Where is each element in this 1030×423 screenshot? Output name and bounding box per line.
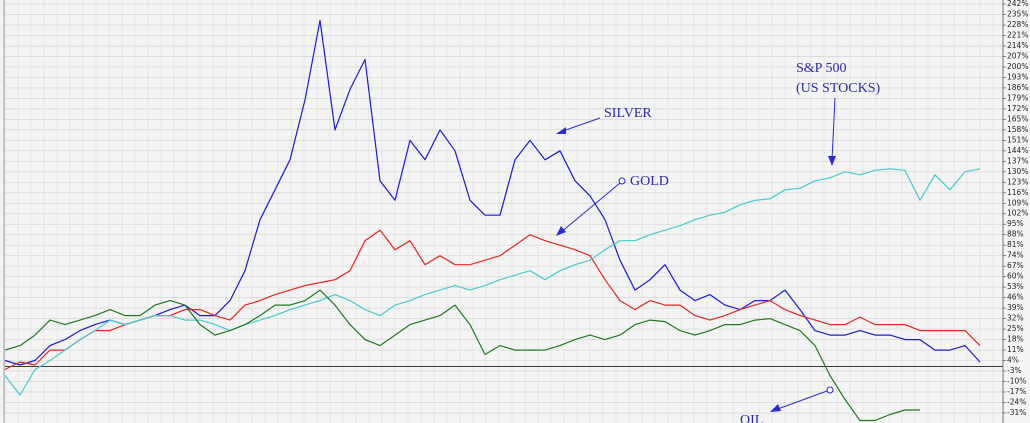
y-tick-label: 242% [1007,0,1028,8]
y-tick-label: 137% [1007,156,1028,165]
y-tick-label: -3% [1007,366,1022,375]
y-tick-label: 95% [1007,219,1024,228]
annotation: GOLD [630,174,669,189]
y-tick-label: 179% [1007,93,1028,102]
arrow-head [770,404,781,412]
annotations: SILVER GOLD S&P 500 (US STOCKS) OIL [556,61,880,423]
y-tick-label: 235% [1007,10,1028,19]
y-tick-label: 67% [1007,261,1024,270]
y-tick-label: 172% [1007,104,1028,113]
y-tick-label: 158% [1007,125,1028,134]
line-series [4,168,981,396]
arrow [774,390,828,411]
y-tick-label: -17% [1007,387,1026,396]
y-tick-label: 214% [1007,41,1028,50]
y-tick-label: 53% [1007,282,1024,291]
annotation: OIL [740,413,763,423]
y-tick-label: -24% [1007,397,1026,406]
y-tick-label: -31% [1007,408,1026,417]
y-tick-label: 4% [1007,356,1019,365]
y-tick-label: 116% [1007,188,1028,197]
y-tick-label: 221% [1007,30,1028,39]
y-axis: 242% 235%228%221% 214%207% 200%193% 186%179%… [3,0,1028,423]
annotation: S&P 500 [796,61,846,76]
y-tick-label: 39% [1007,303,1024,312]
y-tick-label: 144% [1007,146,1028,155]
arrow [559,117,601,133]
y-tick-label: 81% [1007,240,1024,249]
plot [4,19,981,422]
arrow-anchor [618,177,626,185]
y-tick-label: 151% [1007,135,1028,144]
y-tick-label: 46% [1007,293,1024,302]
annotation: SILVER [604,106,652,121]
y-tick-label: 193% [1007,72,1028,81]
y-tick-label: 207% [1007,51,1028,60]
grid [4,0,1003,423]
arrow-head [828,156,836,166]
line-series [4,19,981,366]
annotation: (US STOCKS) [796,81,880,96]
arrow [831,97,836,161]
y-tick-label: -10% [1007,377,1026,386]
arrow-anchor [826,386,834,394]
y-tick-label: 109% [1007,198,1028,207]
line-series [4,289,920,422]
arrow-head [556,127,566,134]
y-tick-label: 228% [1007,20,1028,29]
y-tick-label: 165% [1007,114,1028,123]
y-tick-label: 60% [1007,272,1024,281]
y-tick-label: 32% [1007,314,1024,323]
y-tick-label: 25% [1007,324,1024,333]
y-tick-label: 200% [1007,62,1028,71]
y-tick-label: 74% [1007,251,1024,260]
arrow-head [556,226,566,236]
y-tick-label: 123% [1007,177,1028,186]
y-tick-label: 102% [1007,209,1028,218]
y-tick-label: 11% [1007,345,1024,354]
y-tick-label: 130% [1007,167,1028,176]
arrow [559,182,621,234]
y-tick-label: 18% [1007,335,1024,344]
y-tick-label: 88% [1007,230,1024,239]
y-tick-label: 186% [1007,83,1028,92]
